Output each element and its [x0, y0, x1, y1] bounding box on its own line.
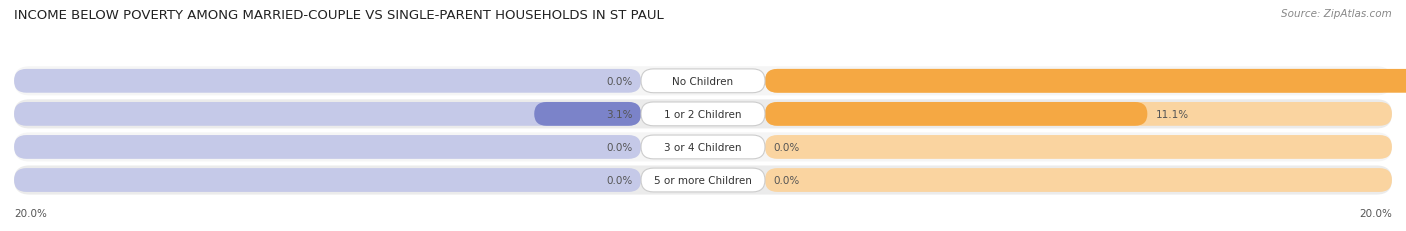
Text: 20.0%: 20.0% [14, 208, 46, 218]
FancyBboxPatch shape [765, 103, 1147, 126]
Text: 20.0%: 20.0% [1360, 208, 1392, 218]
Text: 1 or 2 Children: 1 or 2 Children [664, 109, 742, 119]
Text: Source: ZipAtlas.com: Source: ZipAtlas.com [1281, 9, 1392, 19]
Text: 0.0%: 0.0% [606, 142, 633, 152]
FancyBboxPatch shape [641, 70, 765, 93]
Text: 3.1%: 3.1% [606, 109, 633, 119]
FancyBboxPatch shape [765, 70, 1392, 93]
Text: No Children: No Children [672, 76, 734, 86]
FancyBboxPatch shape [14, 166, 1392, 195]
FancyBboxPatch shape [14, 135, 641, 159]
FancyBboxPatch shape [534, 103, 641, 126]
Text: 0.0%: 0.0% [606, 76, 633, 86]
FancyBboxPatch shape [14, 70, 641, 93]
Text: 11.1%: 11.1% [1156, 109, 1189, 119]
FancyBboxPatch shape [14, 67, 1392, 96]
Text: 3 or 4 Children: 3 or 4 Children [664, 142, 742, 152]
Text: INCOME BELOW POVERTY AMONG MARRIED-COUPLE VS SINGLE-PARENT HOUSEHOLDS IN ST PAUL: INCOME BELOW POVERTY AMONG MARRIED-COUPL… [14, 9, 664, 22]
FancyBboxPatch shape [14, 168, 641, 192]
FancyBboxPatch shape [765, 70, 1406, 93]
FancyBboxPatch shape [641, 103, 765, 126]
FancyBboxPatch shape [14, 133, 1392, 162]
FancyBboxPatch shape [765, 168, 1392, 192]
Text: 0.0%: 0.0% [773, 175, 800, 185]
Text: 0.0%: 0.0% [773, 142, 800, 152]
FancyBboxPatch shape [765, 103, 1392, 126]
FancyBboxPatch shape [641, 135, 765, 159]
FancyBboxPatch shape [14, 100, 1392, 129]
Text: 0.0%: 0.0% [606, 175, 633, 185]
FancyBboxPatch shape [765, 135, 1392, 159]
FancyBboxPatch shape [14, 103, 641, 126]
FancyBboxPatch shape [641, 168, 765, 192]
Text: 5 or more Children: 5 or more Children [654, 175, 752, 185]
